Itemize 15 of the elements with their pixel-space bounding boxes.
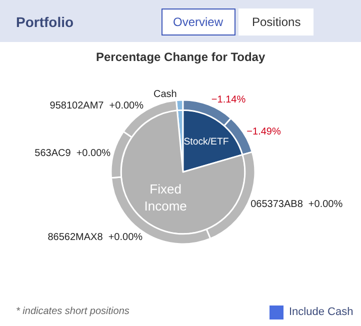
slice-label: 86562MAX8 +0.00% (48, 232, 143, 243)
slice-label: Cash (154, 89, 177, 100)
chart-title: Percentage Change for Today (96, 50, 266, 64)
slice-label: Fixed Income (144, 182, 187, 214)
text: Overview (173, 15, 224, 29)
text: Include Cash (289, 306, 354, 318)
slice-label: −1.49% (246, 126, 281, 138)
slice-label: 958102AM7 +0.00% (50, 100, 144, 112)
slice-label: 563AC9 +0.00% (34, 148, 111, 159)
slice-label: −1.14% (211, 94, 246, 106)
text: Positions (252, 15, 301, 29)
slice-label: 065373AB8 +0.00% (250, 198, 343, 210)
slice-label: Stock/ETF (184, 136, 229, 148)
text: Portfolio (16, 14, 74, 30)
text: * indicates short positions (16, 306, 130, 317)
